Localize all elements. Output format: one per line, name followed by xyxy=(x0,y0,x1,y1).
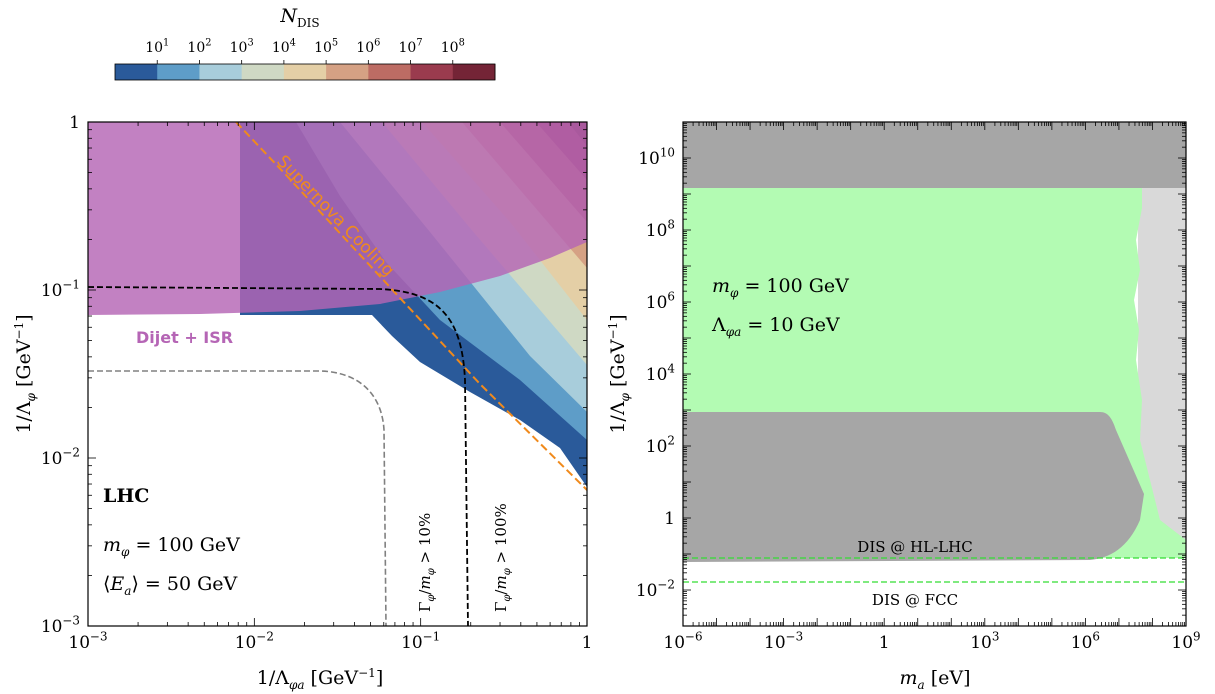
tick-label: 104 xyxy=(272,38,296,56)
tick-label: 103 xyxy=(970,629,999,653)
width-100pct-label: Γφ/mφ > 100% xyxy=(492,503,513,612)
colorbar-swatch xyxy=(326,64,369,80)
tick-label: 104 xyxy=(646,361,675,385)
colorbar-swatch xyxy=(368,64,412,80)
tick-label: 103 xyxy=(230,38,254,56)
colorbar-swatch xyxy=(283,64,327,80)
lhc-label: LHC xyxy=(103,485,149,507)
tick-label: 1 xyxy=(879,633,890,653)
tick-label: 10−3 xyxy=(68,629,107,653)
top-excluded-region xyxy=(683,122,1186,188)
colorbar-swatches xyxy=(114,63,496,81)
right-xlabel: ma [eV] xyxy=(899,667,970,692)
right-ylabel: 1/Λφ [GeV−1] xyxy=(606,314,632,433)
right-lambda-label: Λφa = 10 GeV xyxy=(711,314,840,339)
tick-label: 109 xyxy=(1171,629,1200,653)
width-10pct-label: Γφ/mφ > 10% xyxy=(416,513,437,612)
tick-label: 106 xyxy=(356,38,380,56)
left-plot-frame xyxy=(87,121,588,627)
tick-label: 1 xyxy=(69,113,80,133)
colorbar: NDIS 101 102 103 104 105 106 107 108 xyxy=(114,5,496,81)
bottom-excluded-region xyxy=(683,412,1144,562)
tick-label: 10−1 xyxy=(401,629,440,653)
colorbar-swatch xyxy=(241,64,285,80)
tick-label: 1010 xyxy=(638,145,675,169)
tick-label: 10−3 xyxy=(41,613,80,637)
left-ylabel: 1/Λφ [GeV−1] xyxy=(12,314,38,433)
tick-label: 10−1 xyxy=(41,277,80,301)
tick-label: 1 xyxy=(664,509,675,529)
colorbar-ticks: 101 102 103 104 105 106 107 108 xyxy=(145,38,465,64)
dijet-isr-region xyxy=(88,122,587,315)
right-ticks: 10−6 10−3 1 103 106 109 10−2 1 102 104 106 108 1010 xyxy=(636,122,1201,653)
tick-label: 101 xyxy=(145,38,169,56)
tick-label: 108 xyxy=(441,38,465,56)
tick-label: 107 xyxy=(399,38,423,56)
width-100pct-curve xyxy=(88,286,469,626)
tick-label: 10−2 xyxy=(41,445,80,469)
colorbar-frame xyxy=(114,63,496,81)
dijet-label: Dijet + ISR xyxy=(136,328,233,347)
tick-label: 105 xyxy=(314,38,338,56)
colorbar-title: NDIS xyxy=(279,5,319,30)
right-panel: 10−6 10−3 1 103 106 10910−211021041061081010 … xyxy=(606,121,1201,692)
left-ea-label: ⟨Ea⟩ = 50 GeV xyxy=(103,573,238,598)
left-panel: 10−3 10−2 10−1 110−310−210−11 Supernova Coo… xyxy=(12,113,592,692)
tick-label: 106 xyxy=(646,289,675,313)
colorbar-swatch xyxy=(199,64,243,80)
left-mphi-label: mφ = 100 GeV xyxy=(103,534,240,559)
tick-label: 10−2 xyxy=(636,577,675,601)
supernova-cooling-curve xyxy=(235,122,587,491)
colorbar-swatch xyxy=(410,64,454,80)
left-ticks: 10−3 10−2 10−1 1 10−3 10−2 10−1 1 xyxy=(41,113,593,653)
tick-label: 1 xyxy=(582,633,593,653)
tick-label: 102 xyxy=(187,38,211,56)
tick-label: 102 xyxy=(646,433,675,457)
colorbar-swatch xyxy=(157,64,200,80)
tick-label: 10−3 xyxy=(764,629,803,653)
tick-label: 10−2 xyxy=(235,629,274,653)
colorbar-swatch xyxy=(115,64,158,80)
below-contour-white xyxy=(88,315,587,626)
right-mphi-label: mφ = 100 GeV xyxy=(712,275,849,300)
colorbar-swatch xyxy=(452,64,496,80)
tick-label: 106 xyxy=(1071,629,1100,653)
width-10pct-curve xyxy=(88,370,387,626)
hl-lhc-label: DIS @ HL-LHC xyxy=(857,538,972,556)
left-xlabel: 1/Λφa [GeV−1] xyxy=(257,666,384,692)
tick-label: 10−6 xyxy=(663,629,702,653)
fcc-label: DIS @ FCC xyxy=(872,591,958,609)
tick-label: 108 xyxy=(646,217,675,241)
